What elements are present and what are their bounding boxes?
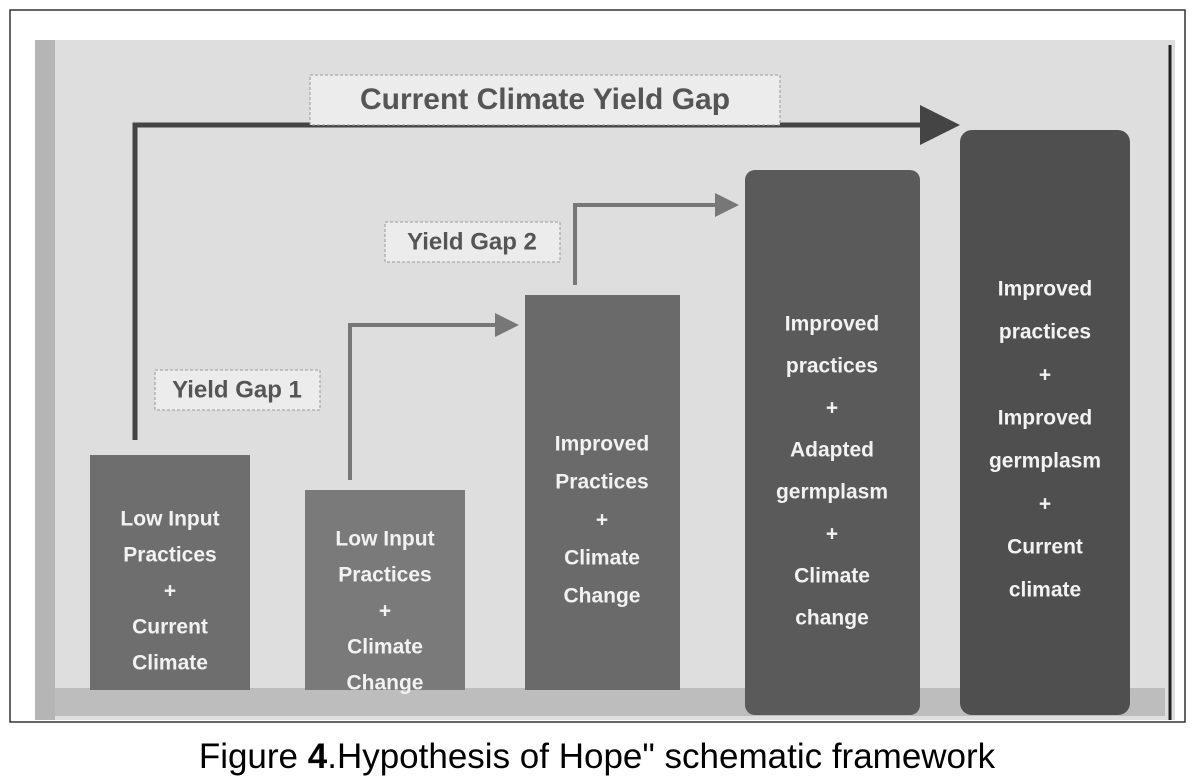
box-line: Improved — [555, 433, 650, 456]
box-line: germplasm — [776, 481, 888, 504]
box-line: Climate — [794, 565, 870, 588]
current-gap-label: Current Climate Yield Gap — [360, 83, 730, 116]
box — [90, 455, 250, 690]
gap2-label: Yield Gap 2 — [407, 228, 537, 255]
caption-text: .Hypothesis of Hope" schematic framework — [327, 737, 995, 776]
box-line: change — [795, 607, 869, 630]
label-box — [154, 369, 321, 411]
label-box — [384, 221, 561, 263]
box-line: Climate — [347, 636, 423, 659]
box — [525, 295, 680, 690]
box-line: + — [1039, 493, 1051, 516]
left-axis — [35, 40, 55, 720]
box-line: Practices — [123, 544, 216, 567]
box-line: Improved — [998, 407, 1093, 430]
box-line: Low Input — [120, 508, 219, 531]
label-box — [309, 74, 781, 126]
gap1-arrow — [348, 313, 519, 480]
box-line: + — [826, 397, 838, 420]
box-line: Climate — [564, 547, 640, 570]
caption-number: 4 — [308, 737, 328, 776]
box-line: practices — [786, 355, 878, 378]
gap1-label: Yield Gap 1 — [172, 376, 302, 403]
box-line: Current — [1007, 536, 1083, 559]
box-line: Low Input — [335, 528, 434, 551]
gap2-arrow — [573, 193, 739, 285]
box-line: practices — [999, 321, 1091, 344]
box-line: climate — [1009, 579, 1081, 602]
box-texts: Low Input Practices + Current Climate Low Inp… — [120, 278, 1101, 695]
caption: Figure 4.Hypothesis of Hope" schematic f… — [199, 737, 996, 776]
box-line: + — [826, 523, 838, 546]
box-line: Improved — [998, 278, 1093, 301]
box-line: Climate — [132, 652, 208, 675]
box-line: Practices — [338, 564, 431, 587]
box — [960, 130, 1130, 715]
box-line: Change — [346, 672, 423, 695]
box-line: Change — [563, 585, 640, 608]
boxes — [90, 130, 1130, 715]
box — [745, 170, 920, 715]
box-line: + — [379, 600, 391, 623]
box-line: germplasm — [989, 450, 1101, 473]
box-line: + — [596, 509, 608, 532]
box-line: + — [164, 580, 176, 603]
box-line: + — [1039, 364, 1051, 387]
box — [305, 490, 465, 690]
box-line: Practices — [555, 471, 648, 494]
box-line: Adapted — [790, 439, 874, 462]
box-line: Current — [132, 616, 208, 639]
figure-frame — [9, 9, 1186, 723]
box-line: Improved — [785, 313, 880, 336]
caption-prefix: Figure — [199, 737, 308, 776]
